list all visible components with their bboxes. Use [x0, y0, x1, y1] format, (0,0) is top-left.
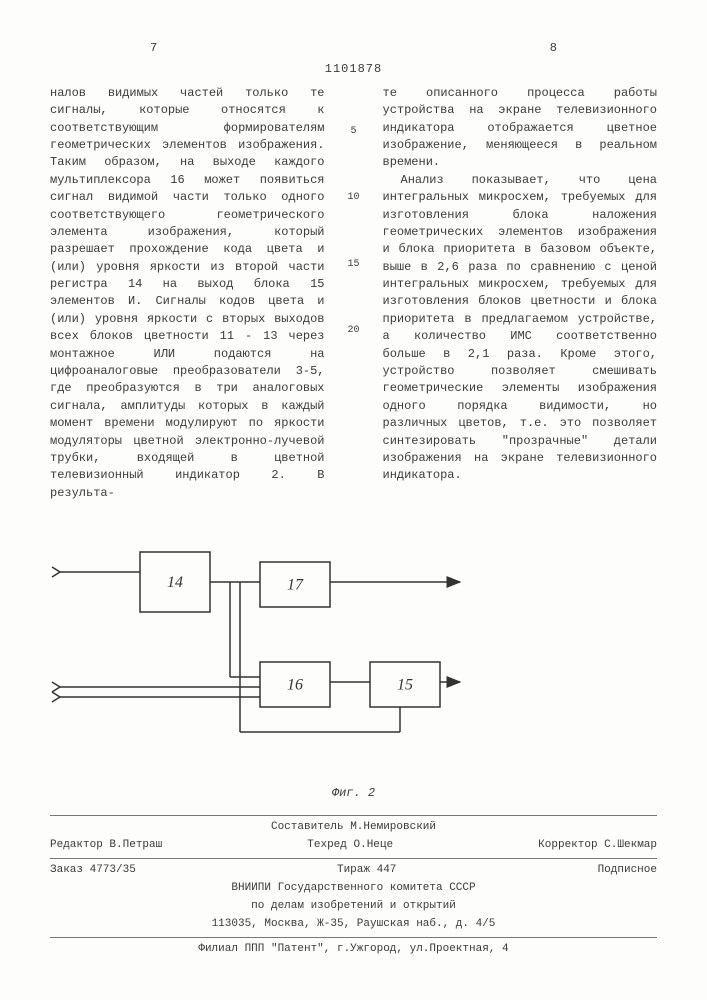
line-number: 5 [345, 125, 363, 140]
svg-text:17: 17 [287, 577, 304, 594]
body-text: налов видимых частей только те сигналы, … [50, 85, 657, 502]
svg-text:14: 14 [167, 574, 183, 591]
svg-text:15: 15 [397, 677, 413, 694]
order-number: Заказ 4773/35 [50, 863, 136, 879]
org-line-2: по делам изобретений и открытий [50, 899, 657, 915]
line-number-gutter: 5 10 15 20 [345, 85, 363, 502]
composer-line: Составитель М.Немировский [50, 820, 657, 836]
order-row: Заказ 4773/35 Тираж 447 Подписное [50, 863, 657, 879]
corrector-label: Корректор С.Шекмар [538, 838, 657, 854]
editor-label: Редактор В.Петраш [50, 838, 162, 854]
figure-label: Фиг. 2 [50, 785, 657, 802]
techred-label: Техред О.Неце [307, 838, 393, 854]
line-number: 20 [345, 324, 363, 339]
branch-line: Филиал ППП "Патент", г.Ужгород, ул.Проек… [50, 942, 657, 958]
right-column: те описанного процесса работы устройства… [383, 85, 658, 502]
line-number: 15 [345, 258, 363, 273]
line-number: 10 [345, 191, 363, 206]
address-line: 113035, Москва, Ж-35, Раушская наб., д. … [50, 917, 657, 933]
page-numbers: 7 8 [50, 40, 657, 57]
divider [50, 937, 657, 938]
left-column: налов видимых частей только те сигналы, … [50, 85, 325, 502]
figure-diagram: 14 17 16 15 [50, 532, 470, 762]
svg-text:16: 16 [287, 677, 303, 694]
footer-block: Составитель М.Немировский Редактор В.Пет… [50, 811, 657, 960]
page-left: 7 [150, 40, 157, 57]
tirage: Тираж 447 [337, 863, 396, 879]
divider [50, 815, 657, 816]
org-line-1: ВНИИПИ Государственного комитета СССР [50, 881, 657, 897]
editor-row: Редактор В.Петраш Техред О.Неце Корректо… [50, 838, 657, 854]
page-right: 8 [550, 40, 557, 57]
divider [50, 858, 657, 859]
subscription: Подписное [598, 863, 657, 879]
document-number: 1101878 [50, 61, 657, 78]
